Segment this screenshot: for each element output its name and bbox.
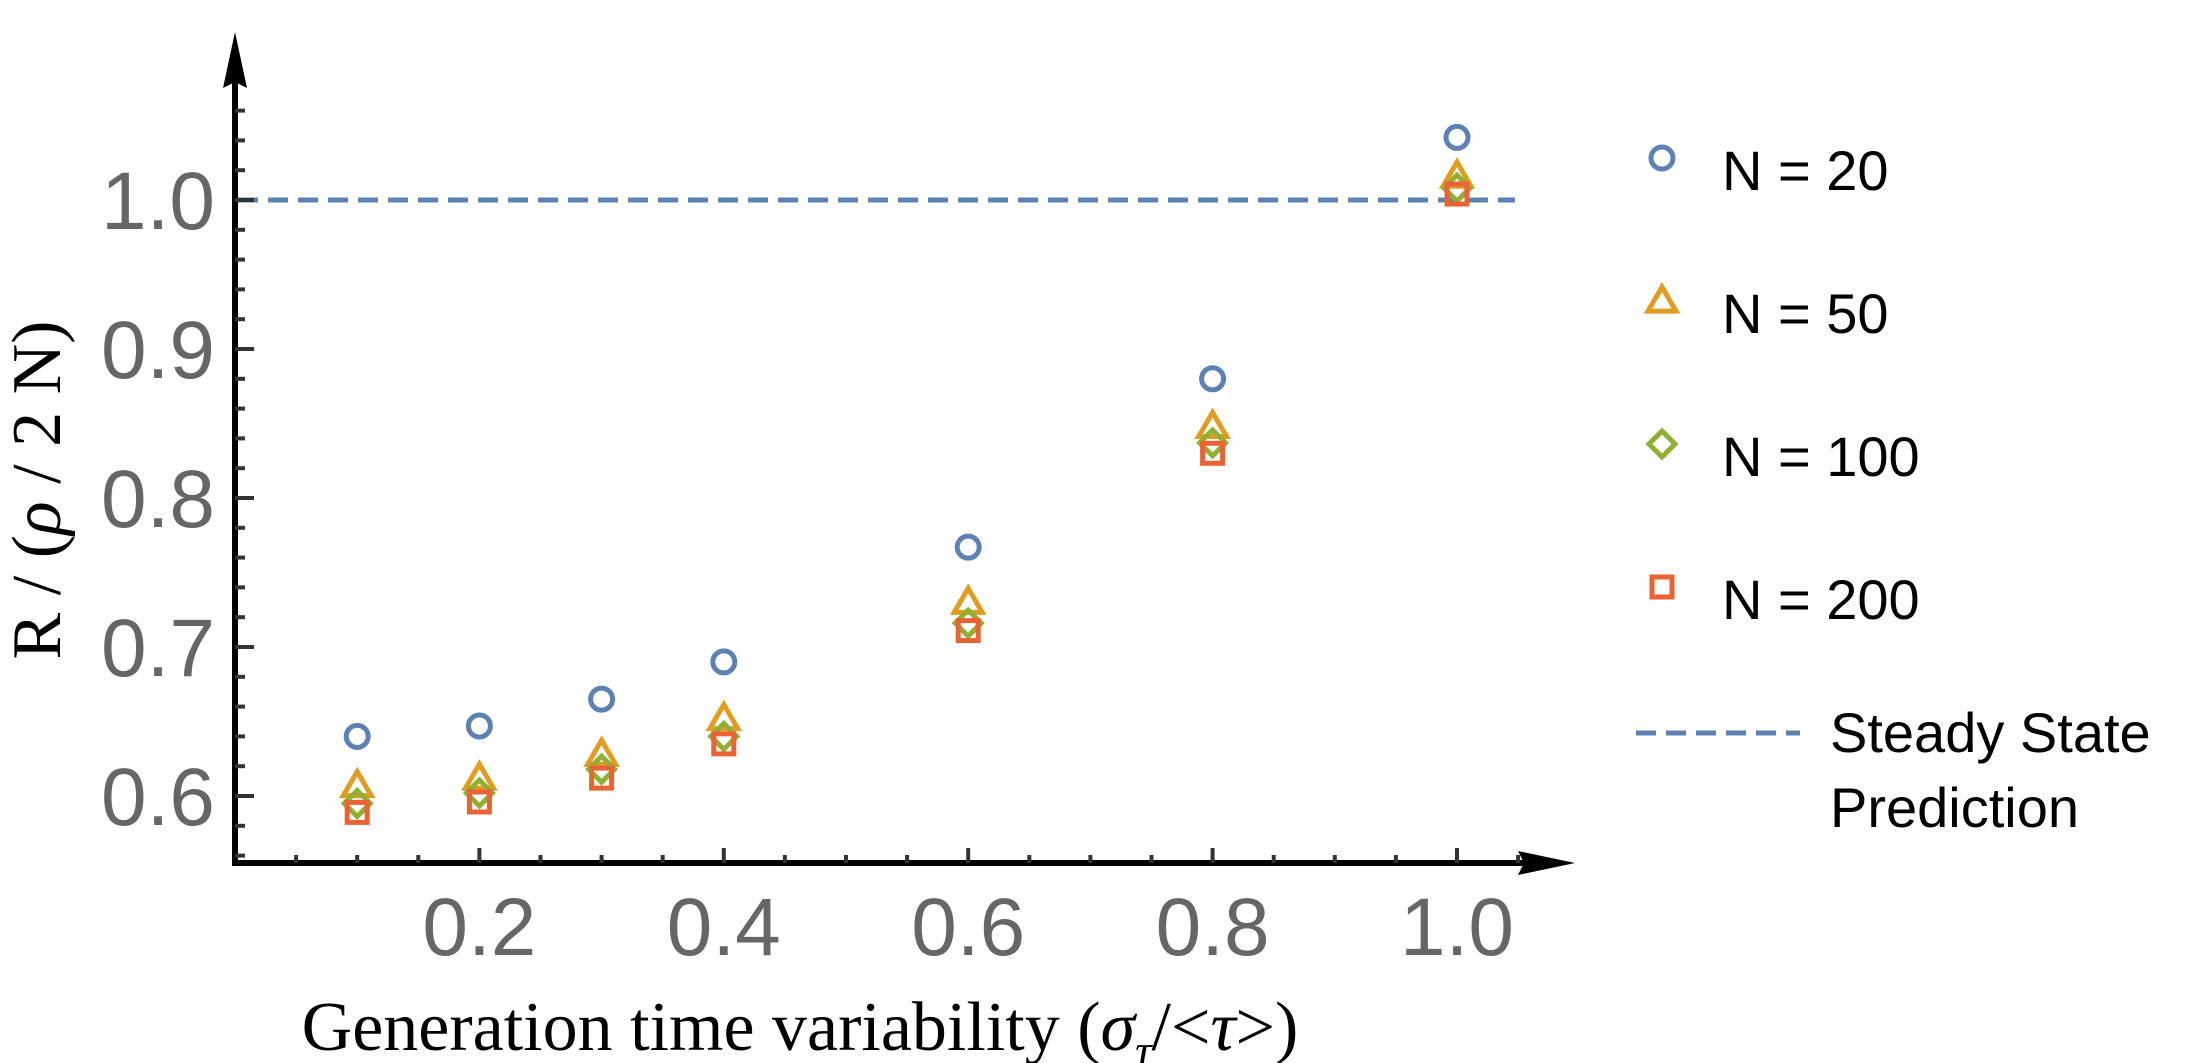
data-point-circle [954, 533, 982, 561]
x-tick-label: 1.0 [1400, 882, 1514, 973]
data-point-diamond [1196, 426, 1230, 460]
y-tick-label: 0.9 [101, 305, 215, 396]
legend-label-steady-state-2: Prediction [1830, 776, 2079, 839]
x-axis-title-subscript: τ [1135, 1025, 1153, 1063]
data-point-circle [465, 712, 493, 740]
data-point-circle [1443, 123, 1471, 151]
x-axis-title-close: >) [1236, 989, 1299, 1063]
data-point-square [1444, 181, 1470, 207]
legend-marker-diamond [1645, 427, 1679, 461]
x-axis-title-sigma: σ [1101, 989, 1138, 1063]
data-point-diamond [462, 776, 496, 810]
y-axis-arrow [223, 32, 247, 88]
x-axis-title-rest: /< [1152, 989, 1211, 1063]
tick-labels: 0.2 0.4 0.6 0.8 1.0 0.6 0.7 0.8 0.9 1.0 [101, 156, 1514, 973]
data-point-diamond [585, 752, 619, 786]
data-point-triangle [461, 759, 498, 791]
data-point-circle [343, 722, 371, 750]
legend-label-steady-state-1: Steady State [1830, 701, 2151, 764]
x-tick-label: 0.4 [667, 882, 781, 973]
data-point-circle [1199, 365, 1227, 393]
x-tick-label: 0.2 [422, 882, 536, 973]
legend-marker-circle [1648, 144, 1676, 172]
data-point-square [466, 789, 492, 815]
axes [223, 32, 1575, 875]
data-point-diamond [340, 786, 374, 820]
data-point-square [1200, 440, 1226, 466]
y-tick-label: 0.6 [101, 752, 215, 843]
legend-label-n20: N = 20 [1722, 139, 1889, 202]
legend-marker-triangle [1643, 282, 1681, 314]
y-axis-title-rho: ρ [0, 501, 76, 537]
x-axis-title: Generation time variability (στ/<τ>) [302, 989, 1299, 1063]
x-tick-label: 0.8 [1156, 882, 1270, 973]
legend-label-n100: N = 100 [1722, 425, 1920, 488]
data-point-square [344, 799, 370, 825]
data-point-circle [588, 685, 616, 713]
data-point-triangle [1194, 407, 1231, 440]
x-tick-label: 0.6 [911, 882, 1025, 973]
y-tick-label: 1.0 [101, 156, 215, 247]
x-axis-title-main: Generation time variability ( [302, 989, 1101, 1063]
legend: N = 20 N = 50 N = 100 N = 200 Steady Sta… [1636, 139, 2151, 839]
x-axis-arrow [1518, 851, 1575, 875]
y-axis-title-main: R / ( [0, 535, 76, 659]
data-point-triangle [338, 766, 376, 799]
data-point-circle [710, 648, 738, 676]
data-point-square [955, 618, 981, 644]
y-axis-title-rest: / 2 N) [0, 321, 76, 502]
y-axis-title: R / (ρ / 2 N) [0, 321, 76, 660]
tick-marks [235, 108, 1521, 863]
legend-marker-square [1649, 574, 1675, 600]
x-axis-title-tau: τ [1210, 989, 1238, 1063]
y-tick-label: 0.8 [101, 454, 215, 545]
legend-label-n200: N = 200 [1722, 568, 1920, 631]
data-point-square [711, 731, 737, 757]
legend-label-n50: N = 50 [1722, 282, 1889, 345]
data-point-triangle [705, 699, 743, 732]
legend-markers [1643, 144, 1681, 600]
y-tick-label: 0.7 [101, 603, 215, 694]
data-point-square [589, 765, 615, 791]
data-points [338, 123, 1476, 825]
data-point-triangle [583, 735, 620, 767]
